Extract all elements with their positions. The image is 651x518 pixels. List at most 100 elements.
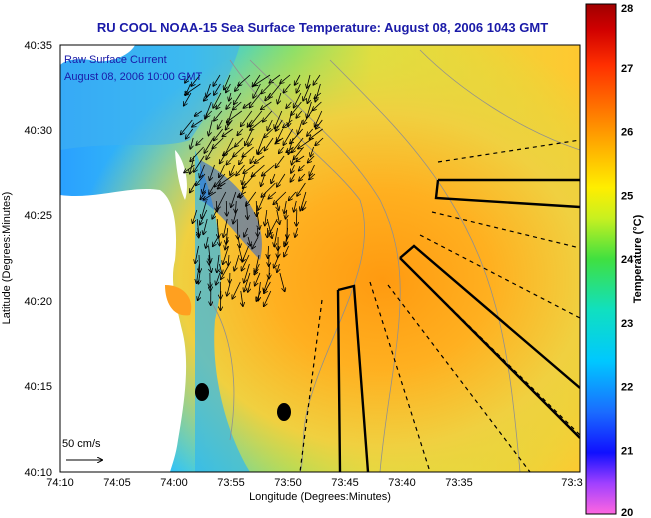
current-vector (247, 119, 253, 127)
current-vector (286, 101, 292, 108)
current-vector (278, 92, 282, 104)
current-vector (250, 110, 263, 127)
current-vector (264, 290, 272, 306)
current-vector (261, 182, 276, 197)
current-vector (224, 74, 231, 90)
current-vector (226, 155, 235, 165)
current-vector (203, 218, 208, 234)
current-vector (303, 110, 313, 124)
current-vector (283, 119, 293, 128)
current-vector (264, 128, 273, 137)
colorbar-ticks: 28 27 26 25 24 23 22 21 20 (621, 3, 634, 518)
current-vector (223, 245, 229, 264)
current-vector (219, 263, 222, 274)
current-vector (185, 74, 191, 83)
colorbar-tick-label: 23 (621, 318, 633, 330)
land-north (60, 45, 135, 65)
current-vector (268, 245, 269, 258)
current-vector (241, 290, 243, 306)
current-vector (201, 200, 207, 218)
current-vector (309, 173, 316, 179)
current-vector (275, 137, 284, 144)
current-vector (230, 164, 235, 175)
current-vector (195, 110, 203, 116)
y-axis: 40:35 40:30 40:25 40:20 40:15 40:10 Lati… (1, 40, 52, 479)
x-tick-label: 73:3 (561, 477, 582, 489)
current-vector (233, 101, 242, 110)
current-vector (203, 182, 206, 194)
colorbar-tick-label: 20 (621, 507, 633, 518)
overlay-line2: August 08, 2006 10:00 GMT (64, 71, 202, 83)
current-vector (261, 101, 272, 109)
current-vector (214, 110, 223, 121)
current-vector (250, 119, 263, 130)
current-vector (296, 155, 305, 162)
plot-area (60, 45, 580, 472)
current-vector (246, 191, 257, 206)
current-vector (269, 83, 281, 98)
current-vector (310, 146, 314, 157)
current-vector (277, 173, 286, 187)
current-vector (231, 191, 237, 207)
current-vector (298, 119, 303, 134)
current-vector (233, 209, 238, 224)
current-vector (221, 263, 230, 279)
current-vectors (181, 74, 324, 310)
current-vector (212, 209, 218, 219)
current-vector (268, 191, 277, 199)
current-vector (245, 128, 254, 145)
current-vector (288, 110, 293, 126)
current-vector (213, 92, 222, 108)
current-vector (284, 245, 289, 257)
current-vector (204, 92, 212, 101)
current-vector (206, 110, 213, 117)
y-tick-label: 40:10 (24, 467, 52, 479)
current-vector (203, 191, 217, 200)
current-vector (193, 209, 198, 223)
current-vector (254, 74, 271, 86)
y-tick-label: 40:35 (24, 40, 52, 52)
current-vector (264, 137, 274, 151)
current-vector (261, 173, 266, 186)
colorbar-tick-label: 24 (621, 254, 634, 266)
current-vector (277, 263, 280, 272)
current-vector (274, 227, 278, 247)
station-marker-1 (195, 383, 209, 401)
current-vector (309, 164, 315, 176)
current-vector (228, 254, 229, 265)
y-tick-label: 40:20 (24, 296, 52, 308)
current-vector (303, 83, 311, 101)
current-vector (279, 272, 285, 291)
current-vector (284, 200, 286, 213)
current-vector (190, 146, 204, 161)
colorbar-tick-label: 22 (621, 382, 633, 394)
current-vector (286, 209, 287, 219)
x-tick-label: 73:40 (388, 477, 416, 489)
current-vector (216, 101, 222, 109)
current-vector (315, 137, 324, 145)
current-vector (218, 119, 223, 129)
current-vector (238, 191, 247, 197)
current-vector (191, 74, 201, 86)
current-vector (294, 92, 302, 108)
current-vector (220, 155, 225, 164)
current-vector (226, 83, 231, 92)
current-vector (271, 173, 276, 183)
current-vector (219, 164, 225, 177)
current-vector (198, 290, 202, 300)
land-mass (60, 188, 187, 472)
current-vector (278, 245, 279, 258)
current-vector (307, 128, 314, 136)
x-tick-label: 73:45 (331, 477, 359, 489)
current-vector (237, 128, 244, 135)
current-vector (254, 263, 260, 275)
current-vector (256, 209, 260, 229)
current-vector (212, 137, 224, 148)
x-tick-label: 73:35 (445, 477, 473, 489)
current-vector (198, 272, 200, 284)
station-marker-2 (277, 403, 291, 421)
current-vector (280, 74, 291, 83)
map-title: RU COOL NOAA-15 Sea Surface Temperature:… (96, 20, 549, 35)
current-vector (243, 101, 252, 108)
current-vector (265, 92, 272, 101)
